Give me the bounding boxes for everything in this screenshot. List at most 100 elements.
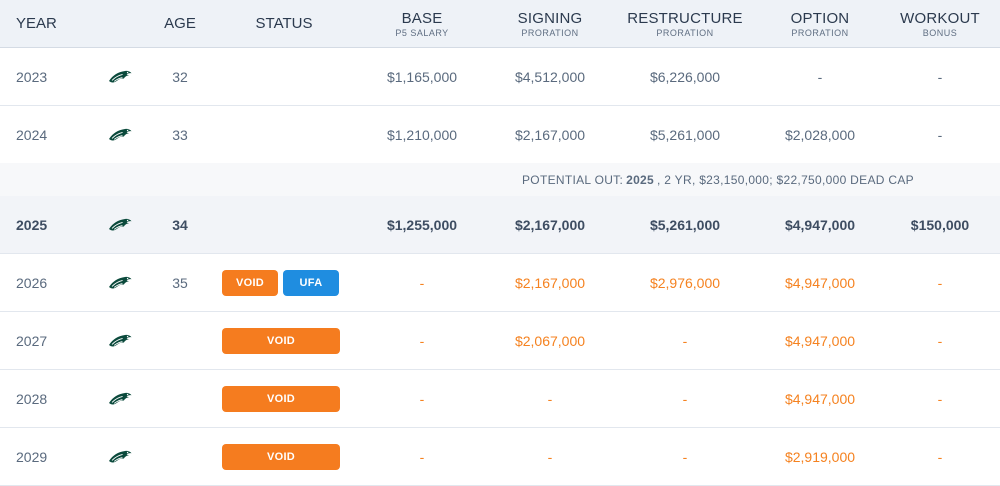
header-signing[interactable]: SIGNING PRORATION (490, 0, 610, 47)
ufa-badge[interactable]: UFA (283, 269, 339, 296)
eagles-logo-icon (108, 275, 132, 291)
table-header: YEAR AGE STATUS BASE P5 SALARY SIGNING P… (0, 0, 1000, 48)
signing-cell: $2,067,000 (514, 332, 586, 349)
base-cell: - (419, 448, 425, 465)
potential-out-details: , 2 YR, $23,150,000; $22,750,000 DEAD CA… (657, 172, 914, 187)
year-cell: 2025 (16, 216, 48, 233)
age-cell: 35 (172, 274, 188, 291)
option-cell: $2,919,000 (784, 448, 856, 465)
year-cell: 2028 (16, 390, 48, 407)
signing-cell: $2,167,000 (514, 216, 586, 233)
base-cell: - (419, 390, 425, 407)
header-workout-sublabel: BONUS (922, 27, 958, 38)
table-row: 2027 VOID - $2,067,000 - $4,947,000 - (0, 312, 1000, 370)
age-cell (150, 312, 210, 369)
base-cell: - (419, 332, 425, 349)
workout-cell: - (937, 126, 943, 143)
workout-cell: - (937, 332, 943, 349)
header-restructure-sublabel: PRORATION (656, 27, 714, 38)
table-row: 2024 33 $1,210,000 $2,167,000 $5,261,000… (0, 106, 1000, 164)
eagles-logo-icon (108, 69, 132, 85)
option-cell: $4,947,000 (784, 274, 856, 291)
header-base-sublabel: P5 SALARY (395, 27, 449, 38)
void-badge[interactable]: VOID (222, 327, 340, 354)
void-badge[interactable]: VOID (222, 385, 340, 412)
signing-cell: $4,512,000 (514, 68, 586, 85)
team-logo (107, 48, 133, 105)
workout-cell: - (937, 274, 943, 291)
team-logo (107, 370, 133, 427)
header-base-label: BASE (401, 9, 443, 27)
year-cell: 2024 (16, 126, 48, 143)
header-option-sublabel: PRORATION (791, 27, 849, 38)
header-restructure[interactable]: RESTRUCTURE PRORATION (625, 0, 745, 47)
option-cell: $4,947,000 (784, 216, 856, 233)
team-logo (107, 428, 133, 485)
header-option-label: OPTION (790, 9, 850, 27)
base-cell: $1,255,000 (386, 216, 458, 233)
workout-cell: - (937, 448, 943, 465)
potential-out-row: POTENTIAL OUT: 2025 , 2 YR, $23,150,000;… (0, 163, 1000, 197)
signing-cell: $2,167,000 (514, 126, 586, 143)
base-cell: $1,210,000 (386, 126, 458, 143)
option-cell: $2,028,000 (784, 126, 856, 143)
workout-cell: $150,000 (910, 216, 970, 233)
eagles-logo-icon (108, 449, 132, 465)
status-cell: VOID (222, 428, 346, 485)
header-base[interactable]: BASE P5 SALARY (362, 0, 482, 47)
restructure-cell: - (682, 448, 688, 465)
age-cell: 33 (172, 126, 188, 143)
team-logo (107, 254, 133, 311)
eagles-logo-icon (108, 391, 132, 407)
status-cell: VOID UFA (222, 254, 346, 311)
signing-cell: $2,167,000 (514, 274, 586, 291)
option-cell: $4,947,000 (784, 332, 856, 349)
workout-cell: - (937, 390, 943, 407)
age-cell (150, 370, 210, 427)
base-cell: - (419, 274, 425, 291)
header-signing-sublabel: PRORATION (521, 27, 579, 38)
header-restructure-label: RESTRUCTURE (627, 9, 743, 27)
age-cell: 34 (172, 216, 188, 233)
header-option[interactable]: OPTION PRORATION (760, 0, 880, 47)
header-year[interactable]: YEAR (16, 15, 57, 32)
void-badge[interactable]: VOID (222, 443, 340, 470)
year-cell: 2029 (16, 448, 48, 465)
year-cell: 2026 (16, 274, 48, 291)
restructure-cell: - (682, 390, 688, 407)
eagles-logo-icon (108, 127, 132, 143)
option-cell: $4,947,000 (784, 390, 856, 407)
signing-cell: - (547, 390, 553, 407)
header-workout[interactable]: WORKOUT BONUS (885, 0, 995, 47)
table-row: 2028 VOID - - - $4,947,000 - (0, 370, 1000, 428)
table-row-current: 2025 34 $1,255,000 $2,167,000 $5,261,000… (0, 196, 1000, 254)
restructure-cell: $2,976,000 (649, 274, 721, 291)
year-cell: 2023 (16, 68, 48, 85)
eagles-logo-icon (108, 217, 132, 233)
table-row: 2026 35 VOID UFA - $2,167,000 $2,976,000… (0, 254, 1000, 312)
team-logo (107, 312, 133, 369)
restructure-cell: $6,226,000 (649, 68, 721, 85)
signing-cell: - (547, 448, 553, 465)
table-row: 2029 VOID - - - $2,919,000 - (0, 428, 1000, 486)
age-cell: 32 (172, 68, 188, 85)
age-cell (150, 428, 210, 485)
team-logo (107, 196, 133, 253)
status-cell: VOID (222, 312, 346, 369)
void-badge[interactable]: VOID (222, 269, 278, 296)
workout-cell: - (937, 68, 943, 85)
header-signing-label: SIGNING (517, 9, 583, 27)
header-status[interactable]: STATUS (255, 15, 313, 32)
table-row: 2023 32 $1,165,000 $4,512,000 $6,226,000… (0, 48, 1000, 106)
eagles-logo-icon (108, 333, 132, 349)
base-cell: $1,165,000 (386, 68, 458, 85)
potential-out-prefix: POTENTIAL OUT: (522, 172, 624, 187)
option-cell: - (817, 68, 823, 85)
header-age[interactable]: AGE (164, 15, 196, 32)
restructure-cell: $5,261,000 (649, 216, 721, 233)
header-workout-label: WORKOUT (900, 9, 980, 27)
team-logo (107, 106, 133, 163)
year-cell: 2027 (16, 332, 48, 349)
potential-out-text: POTENTIAL OUT: 2025 , 2 YR, $23,150,000;… (522, 163, 914, 196)
